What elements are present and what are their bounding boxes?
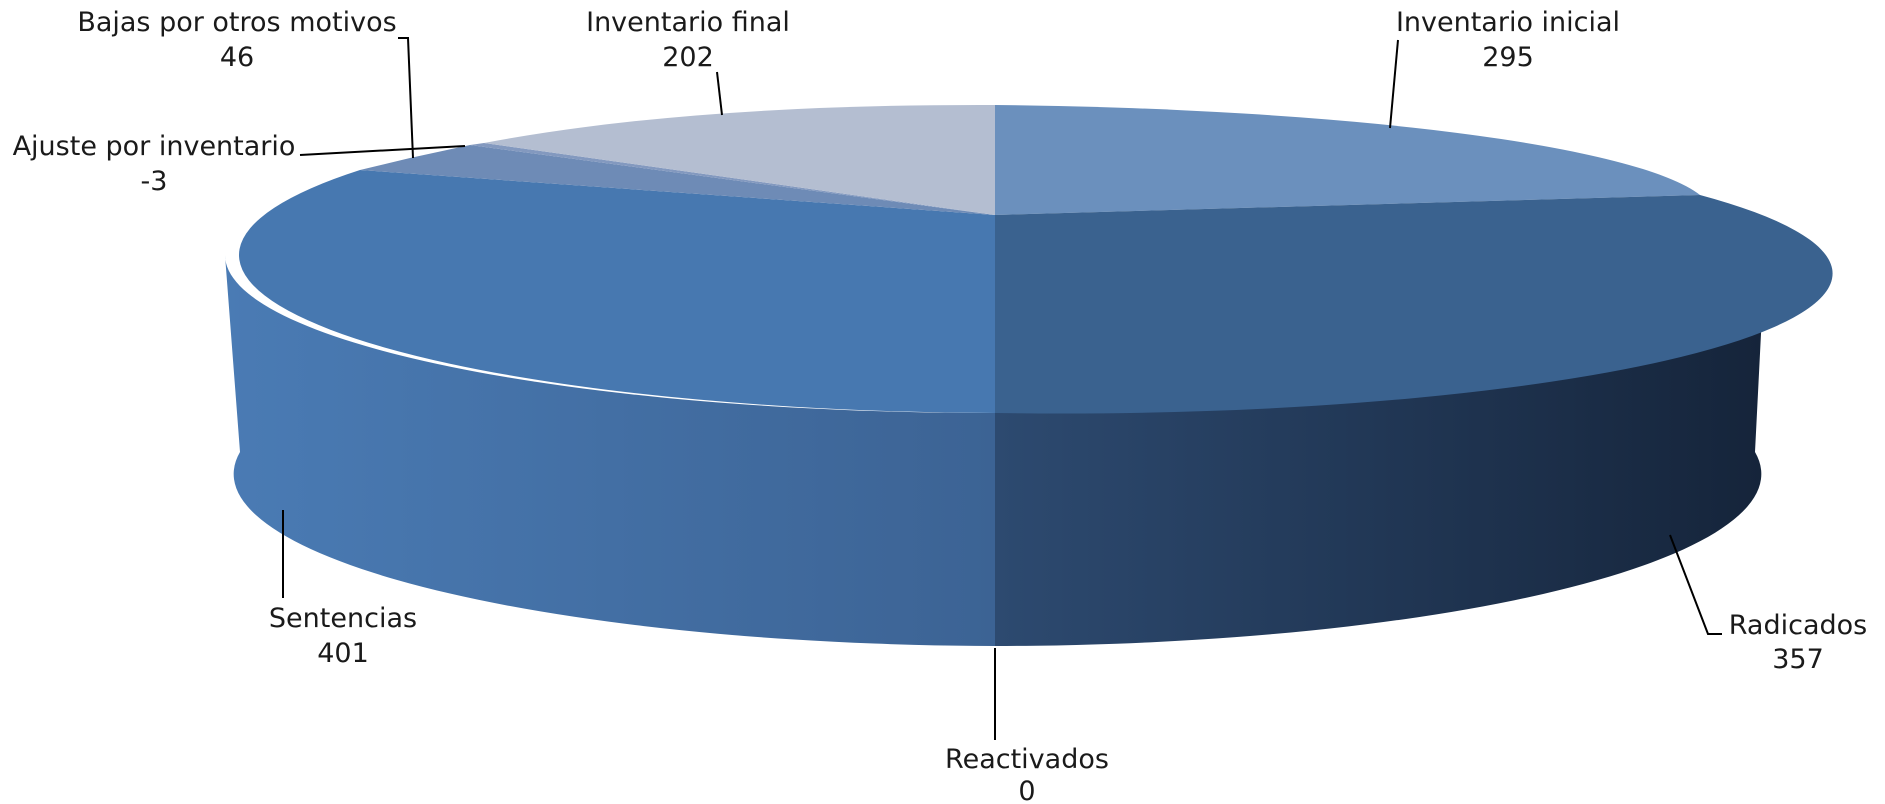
label-reactivados: Reactivados 0 <box>945 744 1109 804</box>
label-name-inventario-final: Inventario final <box>586 7 790 38</box>
label-sentencias: Sentencias 401 <box>269 603 417 669</box>
leader-line-inventario-final <box>716 71 723 116</box>
leader-lines <box>282 37 1722 740</box>
pie-slice-inventario-inicial <box>995 105 1700 215</box>
leader-line-inventario-inicial <box>1389 39 1399 129</box>
label-name-bajas-por-otros-motivos: Bajas por otros motivos <box>77 7 396 38</box>
label-name-radicados: Radicados <box>1729 610 1867 641</box>
label-bajas-por-otros-motivos: Bajas por otros motivos 46 <box>77 7 396 73</box>
label-inventario-inicial: Inventario inicial 295 <box>1396 7 1620 73</box>
label-value-ajuste-por-inventario: -3 <box>141 166 168 197</box>
label-inventario-final: Inventario final 202 <box>586 7 790 73</box>
label-value-reactivados: 0 <box>1018 776 1035 804</box>
label-value-sentencias: 401 <box>317 638 369 669</box>
leader-line-radicados <box>1669 534 1722 635</box>
pie-slice-bajas-por-otros-motivos <box>470 143 995 215</box>
label-value-bajas-por-otros-motivos: 46 <box>220 42 254 73</box>
leader-line-ajuste-por-inventario <box>299 145 466 156</box>
label-name-inventario-inicial: Inventario inicial <box>1396 7 1620 38</box>
label-name-sentencias: Sentencias <box>269 603 417 634</box>
label-value-inventario-final: 202 <box>662 42 714 73</box>
label-value-inventario-inicial: 295 <box>1482 42 1534 73</box>
pie-side-radicados <box>995 255 1765 646</box>
label-name-ajuste-por-inventario: Ajuste por inventario <box>13 131 296 162</box>
pie-side-sentencias <box>225 255 995 646</box>
label-radicados: Radicados 357 <box>1729 610 1867 675</box>
leader-line-bajas-por-otros-motivos <box>398 37 414 159</box>
label-ajuste-por-inventario: Ajuste por inventario -3 <box>13 131 296 197</box>
pie-slice-sentencias <box>238 170 996 413</box>
label-name-reactivados: Reactivados <box>945 744 1109 775</box>
pie-slice-ajuste-por-inventario <box>360 145 995 215</box>
label-value-radicados: 357 <box>1772 644 1824 675</box>
pie-slice-inventario-final <box>484 104 995 215</box>
pie-slice-radicados <box>995 195 1833 414</box>
